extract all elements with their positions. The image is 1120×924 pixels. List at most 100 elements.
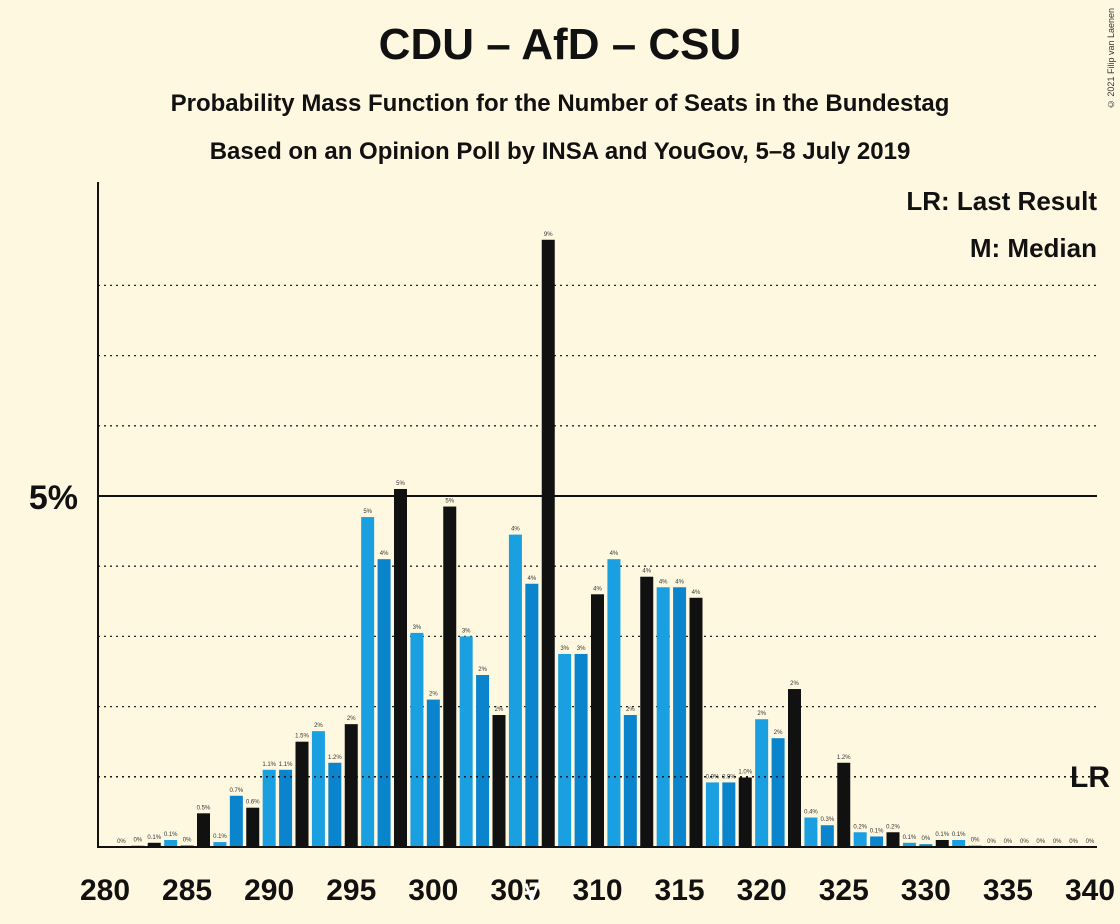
bar-label-seat-340: 0% [1086,839,1095,845]
bar-label-seat-333: 0% [971,838,980,844]
bar-seat-319 [738,777,752,847]
axes: 5% [29,182,1097,848]
bar-label-seat-309: 3% [577,646,586,652]
x-tick-label-285: 285 [162,874,212,907]
bar-label-seat-287: 0.1% [213,834,227,840]
bar-label-seat-284: 0.1% [164,832,178,838]
bar-seat-295 [344,724,358,847]
bar-label-seat-336: 0% [1020,839,1029,845]
bar-label-seat-327: 0.1% [870,828,884,834]
bar-label-seat-334: 0% [987,839,996,845]
bar-label-seat-299: 3% [413,625,422,631]
bar-seat-310 [591,594,604,847]
bar-seat-314 [656,587,670,847]
bar-label-seat-316: 4% [692,590,701,596]
x-tick-labels: 280 285 290 295 300 305 310 315 320 325 330 335 340 [80,874,1115,907]
bar-seat-284 [164,839,178,847]
bar-label-seat-317: 0.9% [706,774,720,780]
bar-label-seat-320: 2% [757,711,766,717]
bar-label-seat-304: 2% [495,707,504,713]
bar-label-seat-291: 1.1% [279,762,293,768]
bar-label-seat-285: 0% [183,838,192,844]
x-tick-label-300: 300 [408,874,458,907]
bar-seat-301 [443,506,457,847]
chart-subtitle: Probability Mass Function for the Number… [170,90,950,117]
bar-seat-293 [311,731,325,847]
bar-seat-313 [640,576,654,847]
bar-seat-291 [279,769,293,847]
bar-seat-303 [476,675,490,847]
bar-seat-296 [361,517,375,847]
bar-seat-292 [295,741,309,847]
bar-seat-289 [246,807,260,847]
bar-seat-287 [213,842,227,847]
bar-label-seat-319: 1.0% [738,770,752,776]
bar-label-seat-331: 0.1% [935,832,949,838]
median-marker [524,883,540,905]
bar-seat-318 [722,782,736,847]
bar-seat-305 [508,534,522,847]
bar-label-seat-323: 0.4% [804,810,818,816]
bar-seat-311 [607,559,621,847]
bar-seat-306 [525,583,539,847]
bar-seat-309 [574,653,588,847]
bar-seat-328 [886,832,900,847]
bar-seat-298 [394,488,407,847]
bar-seat-323 [804,817,818,847]
bar-label-seat-298: 5% [396,481,405,487]
bar-label-seat-313: 4% [642,569,651,575]
x-tick-label-320: 320 [737,874,787,907]
bar-seat-308 [558,653,572,847]
bar-label-seat-289: 0.6% [246,800,260,806]
chart-title: CDU – AfD – CSU [378,20,742,69]
bar-label-seat-328: 0.2% [886,824,900,830]
bar-seat-327 [870,836,884,847]
bar-label-seat-325: 1.2% [837,755,851,761]
bar-label-seat-302: 3% [462,628,471,634]
bar-label-seat-330: 0% [921,836,930,842]
bar-seat-320 [755,719,769,847]
chart-subtitle-poll: Based on an Opinion Poll by INSA and You… [209,138,911,165]
bar-label-seat-296: 5% [363,509,372,515]
bar-seat-300 [426,699,440,847]
bar-seat-330 [919,844,933,847]
bar-seat-325 [837,762,851,847]
bar-seat-322 [788,689,801,847]
bar-label-seat-303: 2% [478,667,487,673]
bar-label-seat-297: 4% [380,551,389,557]
bar-label-seat-339: 0% [1069,839,1078,845]
bar-seat-290 [262,769,276,847]
bar-seat-332 [952,839,966,847]
bar-label-seat-300: 2% [429,692,438,698]
bar-label-seat-307: 9% [544,232,553,238]
bar-label-seat-288: 0.7% [229,788,243,794]
bar-label-seat-301: 5% [445,499,454,505]
bar-label-seat-315: 4% [675,579,684,585]
bar-label-seat-310: 4% [593,586,602,592]
bar-seat-294 [328,762,342,847]
x-tick-label-305: 305 [490,874,540,907]
bar-label-seat-295: 2% [347,716,356,722]
bar-label-seat-322: 2% [790,681,799,687]
bar-label-seat-306: 4% [527,576,536,582]
legend-median: M: Median [970,233,1097,263]
bar-seat-299 [410,632,424,847]
bar-label-seat-335: 0% [1004,839,1013,845]
bar-seat-324 [820,825,834,847]
bar-seat-329 [902,842,916,847]
bar-seat-312 [623,715,637,847]
bar-labels: 0% 0% 0.1% 0.1%0%0.5%0.1%0.7%0.6%1.1% 1.1%1.… [117,232,1095,845]
bar-label-seat-305: 4% [511,527,520,533]
bar-label-seat-293: 2% [314,723,323,729]
y-tick-label: 5% [29,479,78,517]
bar-label-seat-337: 0% [1036,839,1045,845]
x-tick-label-290: 290 [244,874,294,907]
bar-label-seat-281: 0% [117,839,126,845]
bar-seat-302 [459,636,473,847]
x-tick-label-310: 310 [572,874,622,907]
x-tick-label-315: 315 [655,874,705,907]
bar-seat-331 [935,839,949,847]
bar-label-seat-326: 0.2% [853,824,867,830]
x-tick-label-340: 340 [1065,874,1115,907]
